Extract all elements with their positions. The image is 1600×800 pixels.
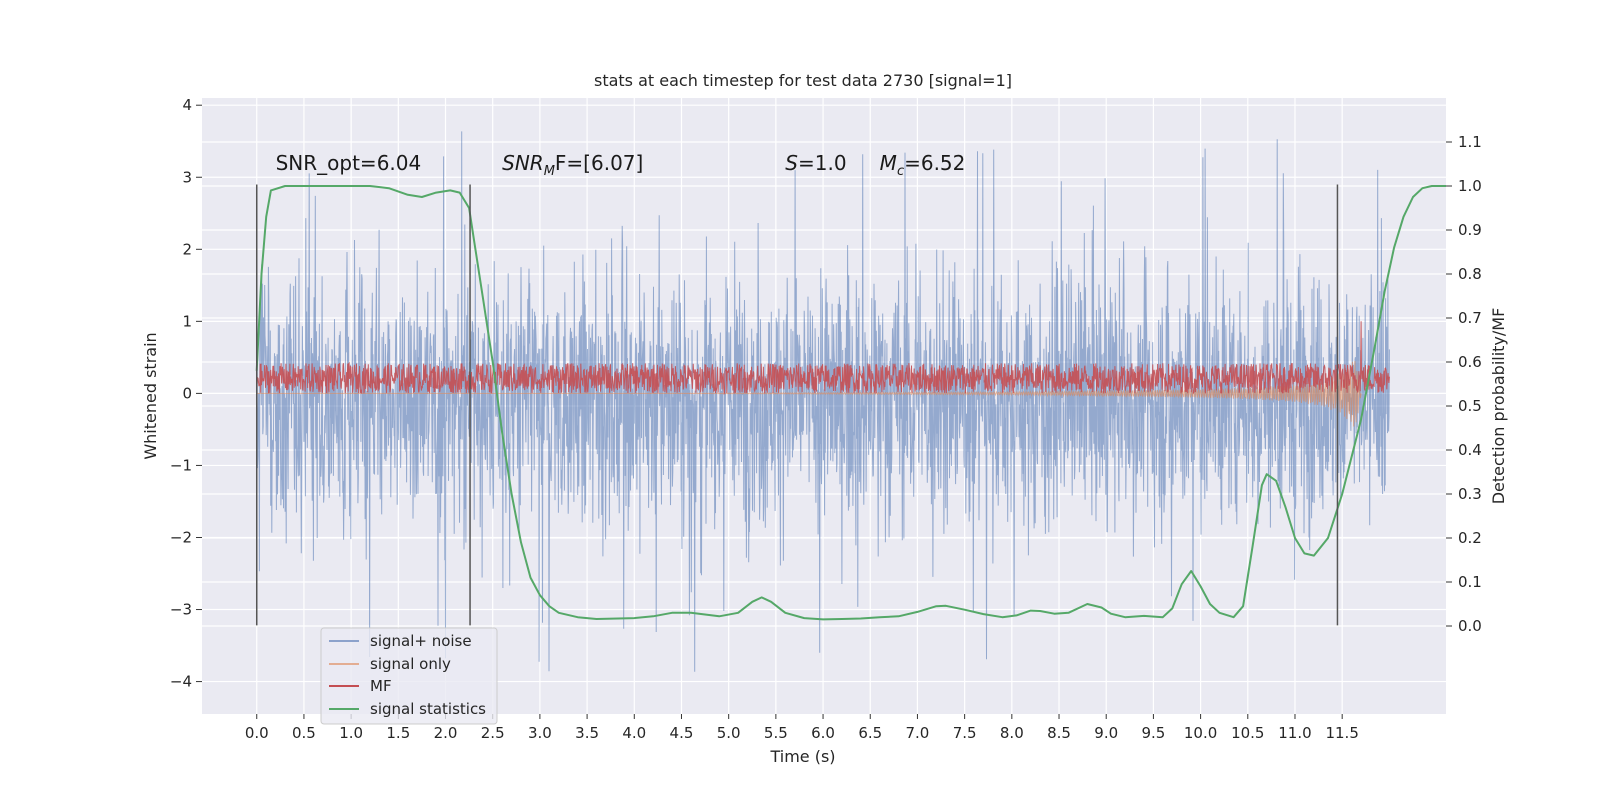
x-tick-label: 1.5 xyxy=(386,724,410,742)
y-right-tick-label: 0.8 xyxy=(1458,265,1482,283)
x-tick-label: 9.5 xyxy=(1141,724,1165,742)
x-tick-label: 4.5 xyxy=(670,724,694,742)
x-tick-label: 7.5 xyxy=(953,724,977,742)
y-tick-label: −3 xyxy=(170,601,192,619)
x-tick-label: 6.0 xyxy=(811,724,835,742)
x-tick-label: 10.5 xyxy=(1231,724,1264,742)
x-tick-label: 1.0 xyxy=(339,724,363,742)
y-tick-label: −4 xyxy=(170,673,192,691)
x-tick-label: 0.0 xyxy=(245,724,269,742)
x-tick-label: 11.5 xyxy=(1325,724,1358,742)
x-tick-label: 7.0 xyxy=(906,724,930,742)
legend-label-signal-statistics: signal statistics xyxy=(370,700,486,718)
y-right-tick-label: 0.9 xyxy=(1458,221,1482,239)
y-right-tick-label: 0.7 xyxy=(1458,309,1482,327)
annotation: SNR_opt=6.04 xyxy=(276,151,422,175)
x-tick-labels: 0.0 0.5 1.0 1.5 2.0 2.5 3.0 3.5 4.0 4.5 5.0 5.5 6.0 6… xyxy=(245,714,1359,742)
y-tick-label: 2 xyxy=(182,240,192,258)
series-mf xyxy=(256,321,1390,396)
y-right-tick-label: 0.6 xyxy=(1458,353,1482,371)
y-right-axis-label: Detection probability/MF xyxy=(1489,308,1508,505)
y-right-tick-label: 0.3 xyxy=(1458,485,1482,503)
legend-label-signal-noise: signal+ noise xyxy=(370,632,472,650)
annotation-layer: SNR_opt=6.04 SNRMF=[6.07] S=1.0 Mc=6.52 xyxy=(276,151,966,179)
x-tick-label: 11.0 xyxy=(1278,724,1311,742)
x-tick-label: 9.0 xyxy=(1094,724,1118,742)
y-axis-label: Whitened strain xyxy=(141,332,160,459)
legend-box xyxy=(320,627,498,725)
vline-layer xyxy=(255,184,1339,626)
annotation: S=1.0 xyxy=(785,151,846,175)
series-signal-statistics xyxy=(255,185,1446,621)
y-right-tick-label: 0.0 xyxy=(1458,617,1482,635)
y-right-tick-label: 0.1 xyxy=(1458,573,1482,591)
x-tick-label: 10.0 xyxy=(1184,724,1217,742)
series-signal-only xyxy=(256,361,1362,427)
x-tick-label: 3.5 xyxy=(575,724,599,742)
legend-label-signal-only: signal only xyxy=(370,655,451,673)
x-tick-label: 2.0 xyxy=(434,724,458,742)
annotation: Mc=6.52 xyxy=(880,151,966,179)
x-tick-label: 4.0 xyxy=(622,724,646,742)
legend: signal+ noise signal only MF signal stat… xyxy=(320,627,498,725)
y-right-tick-label: 0.4 xyxy=(1458,441,1482,459)
x-tick-label: 5.5 xyxy=(764,724,788,742)
y-tick-label: −2 xyxy=(170,528,192,546)
y-tick-label: 0 xyxy=(182,384,192,402)
x-tick-label: 6.5 xyxy=(858,724,882,742)
y-tick-label: −1 xyxy=(170,456,192,474)
y-tick-label: 1 xyxy=(182,312,192,330)
x-axis-label: Time (s) xyxy=(769,747,835,766)
annotation: SNRMF=[6.07] xyxy=(502,151,643,179)
y-tick-label: 3 xyxy=(182,168,192,186)
y-tick-label: 4 xyxy=(182,96,192,114)
x-tick-label: 0.5 xyxy=(292,724,316,742)
y-right-tick-label: 0.5 xyxy=(1458,397,1482,415)
x-tick-label: 5.0 xyxy=(717,724,741,742)
grid xyxy=(202,98,1446,714)
y-tick-labels: 4 3 2 1 0 −1 −2 −3 −4 xyxy=(170,96,202,691)
y-right-tick-label: 1.1 xyxy=(1458,133,1482,151)
chart-title: stats at each timestep for test data 273… xyxy=(594,71,1012,90)
x-tick-label: 8.5 xyxy=(1047,724,1071,742)
y-right-tick-label: 1.0 xyxy=(1458,177,1482,195)
legend-label-mf: MF xyxy=(370,677,392,695)
y-right-tick-labels: 1.1 1.0 0.9 0.8 0.7 0.6 0.5 0.4 0.3 0.2 0.1 0.0 xyxy=(1446,133,1482,635)
x-tick-label: 2.5 xyxy=(481,724,505,742)
x-tick-label: 8.0 xyxy=(1000,724,1024,742)
x-tick-label: 3.0 xyxy=(528,724,552,742)
y-right-tick-label: 0.2 xyxy=(1458,529,1482,547)
